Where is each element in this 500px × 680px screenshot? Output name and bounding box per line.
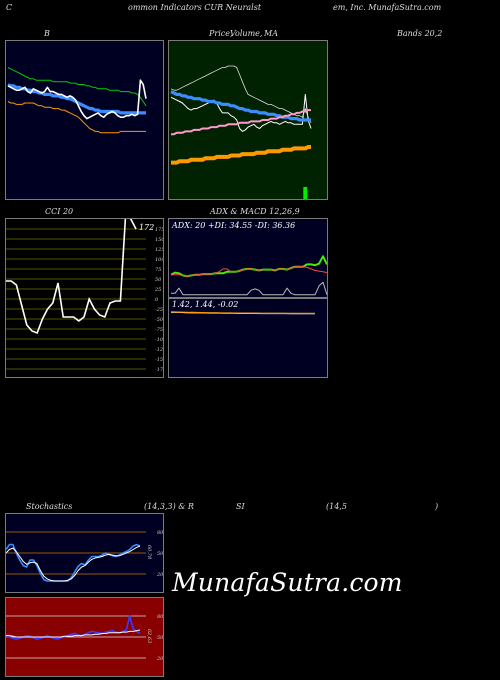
bollinger-series-upper — [7, 67, 147, 107]
rsi-chart: 80 50 20 62,63 — [6, 614, 163, 662]
bollinger-series-price — [7, 79, 147, 120]
cci-tick-label-10: -75 — [155, 327, 163, 333]
rsi-side-label: 62,63 — [146, 629, 152, 643]
cci-chart: 175 150 125 100 75 50 25 0 -25 -50 -75 -100 -125 -150… — [6, 219, 163, 373]
bollinger-chart — [7, 67, 147, 134]
header-left: C — [6, 3, 13, 12]
cci-tick-label-0: 175 — [155, 227, 163, 233]
macd-label: 1.42, 1.44, -0.02 — [172, 300, 239, 309]
price_ma-series-price — [170, 93, 312, 132]
price-panel — [168, 40, 328, 200]
bollinger-panel — [5, 40, 164, 200]
cci-tick-label-6: 25 — [154, 287, 161, 293]
cci-tick-label-2: 125 — [155, 247, 163, 253]
price_ma-series-ma-mid — [171, 109, 311, 136]
cci-tick-label-12: -125 — [155, 347, 163, 353]
stoch-title: Stochastics — [26, 502, 73, 511]
cci-tick-label-5: 50 — [155, 277, 162, 283]
stochastics-tick-label-1: 50 — [157, 551, 163, 557]
cci-tick-label-8: -25 — [155, 307, 163, 313]
adx-chart — [170, 255, 327, 296]
bollinger-series-middle — [7, 83, 146, 115]
price_ma-series-high-envelope — [170, 65, 312, 123]
rsi-series-ma — [6, 629, 141, 638]
adx-panel: ADX: 20 +DI: 34.55 -DI: 36.36 — [168, 218, 328, 298]
macd-chart — [170, 311, 315, 315]
cci-value-label: 172 — [139, 223, 155, 232]
header-right: em, Inc. MunafaSutra.com — [333, 3, 442, 12]
macd-series-signal — [170, 311, 315, 314]
price-ma-chart — [170, 65, 312, 199]
stochastics-series--k — [6, 543, 141, 582]
adx-label: ADX: 20 +DI: 34.55 -DI: 36.36 — [172, 221, 296, 230]
volume-bar-0 — [303, 187, 308, 199]
rsi-tick-label-0: 80 — [157, 614, 163, 620]
rsi-close: ) — [435, 502, 439, 511]
cci-panel: 175 150 125 100 75 50 25 0 -25 -50 -75 -100 -125 -150… — [5, 218, 164, 378]
stochastics-series--d — [6, 545, 141, 582]
adx-series--di — [171, 266, 327, 277]
si-title: SI — [236, 502, 245, 511]
cci-tick-label-13: -150 — [155, 357, 163, 363]
rsi-params: (14,5 — [326, 502, 347, 511]
rsi-tick-label-1: 50 — [157, 635, 163, 641]
stochastics-tick-label-0: 80 — [157, 530, 163, 536]
bollinger-series-lower — [7, 101, 146, 134]
stochastics-chart: 80 50 20 60,78 — [6, 530, 163, 582]
cci-tick-label-11: -100 — [155, 337, 163, 343]
cci-tick-label-7: 0 — [155, 297, 159, 303]
cci-tick-label-9: -50 — [155, 317, 163, 323]
price-title-c: MA — [264, 29, 278, 38]
rsi-tick-label-2: 20 — [156, 656, 163, 662]
bollinger-title: B — [44, 29, 50, 38]
price-title-a: Price, — [209, 29, 233, 38]
stochastics-side-label: 60,78 — [146, 545, 152, 559]
price_ma-series-ma-short — [170, 90, 311, 122]
cci-tick-label-3: 100 — [155, 257, 163, 263]
price-title-b: Volume, — [230, 29, 263, 38]
header-mid: ommon Indicators CUR Neuralst — [128, 3, 262, 12]
cci-title: CCI 20 — [45, 207, 74, 216]
cci-tick-label-1: 150 — [155, 237, 163, 243]
rsi-panel: 80 50 20 62,63 — [5, 597, 164, 677]
price_ma-series-ma-long — [171, 145, 311, 165]
cci-tick-label-14: -175 — [155, 367, 163, 373]
bands-title: Bands 20,2 — [397, 29, 443, 38]
macd-panel: 1.42, 1.44, -0.02 — [168, 298, 328, 378]
adx-title: ADX & MACD 12,26,9 — [210, 207, 300, 216]
stochastics-tick-label-2: 20 — [156, 572, 163, 578]
watermark: MunafaSutra.com — [172, 568, 403, 597]
cci-series-value — [6, 219, 137, 335]
cci-tick-label-4: 75 — [155, 267, 161, 273]
stoch-params: (14,3,3) & R — [144, 502, 194, 511]
adx-series--di — [171, 281, 327, 296]
stoch-panel: 80 50 20 60,78 — [5, 513, 164, 593]
